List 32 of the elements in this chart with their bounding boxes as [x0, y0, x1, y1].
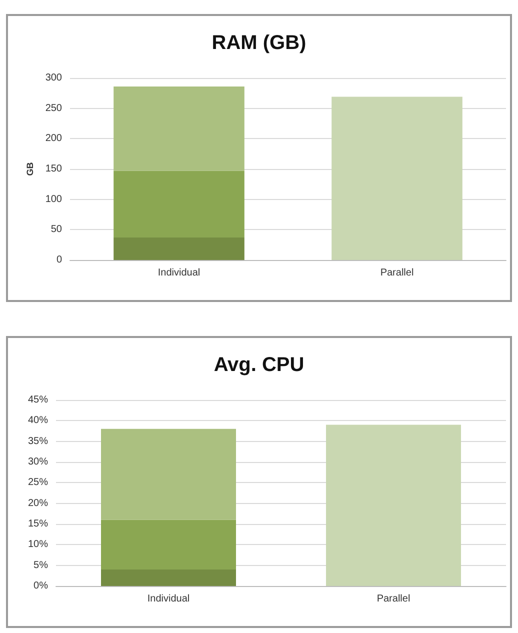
bar	[114, 170, 244, 238]
y-tick-label: 35%	[28, 436, 48, 447]
y-tick-label: 0%	[34, 580, 48, 592]
y-tick-label: 100	[45, 194, 62, 205]
bar	[114, 238, 244, 260]
y-tick-label: 150	[45, 164, 62, 174]
bar	[101, 569, 236, 586]
y-tick-label: 20%	[28, 498, 48, 509]
y-axis-title: GB	[24, 162, 35, 176]
bar	[332, 96, 462, 260]
x-tick-label: Individual	[147, 594, 190, 604]
y-tick-label: 15%	[28, 518, 48, 530]
y-tick-label: 200	[45, 133, 62, 144]
y-tick-label: 5%	[34, 560, 48, 571]
bar	[114, 86, 244, 171]
y-tick-label: 0	[56, 254, 62, 266]
bar	[101, 428, 236, 520]
y-tick-label: 50	[50, 224, 62, 236]
y-tick-label: 45%	[28, 394, 48, 406]
y-tick-label: 30%	[28, 456, 48, 468]
y-tick-label: 250	[45, 102, 62, 114]
chart-title: Avg. CPU	[214, 354, 304, 376]
chart-title: RAM (GB)	[212, 32, 306, 54]
y-tick-label: 300	[45, 72, 62, 84]
y-tick-label: 40%	[28, 415, 48, 426]
x-tick-label: Individual	[158, 268, 200, 278]
x-tick-label: Parallel	[380, 268, 414, 278]
bar	[326, 424, 461, 586]
y-tick-label: 25%	[28, 477, 48, 488]
y-tick-label: 10%	[28, 539, 48, 550]
bar	[101, 520, 236, 570]
x-tick-label: Parallel	[376, 594, 410, 604]
